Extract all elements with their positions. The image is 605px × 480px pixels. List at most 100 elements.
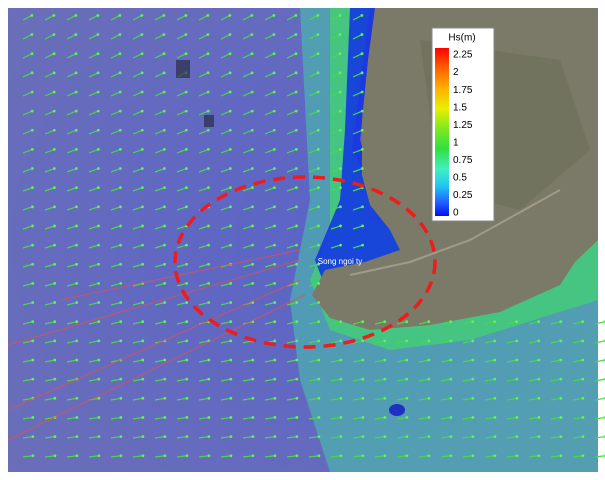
arrow-head xyxy=(119,397,122,400)
arrow-head xyxy=(31,167,34,170)
arrow-head xyxy=(449,397,452,400)
arrow-head xyxy=(339,359,342,362)
arrow-head xyxy=(295,33,298,36)
arrow-head xyxy=(75,397,78,400)
annotation: Song ngoi ty xyxy=(318,257,362,266)
arrow-head xyxy=(251,186,254,189)
arrow-head xyxy=(53,205,56,208)
arrow-head xyxy=(97,359,100,362)
arrow-head xyxy=(207,167,210,170)
arrow-head xyxy=(53,244,56,247)
arrow-head xyxy=(295,148,298,151)
arrow-head xyxy=(53,110,56,113)
arrow-head xyxy=(119,71,122,74)
arrow-head xyxy=(361,52,364,55)
arrow-head xyxy=(76,454,79,457)
arrow-head xyxy=(295,244,298,247)
arrow-head xyxy=(163,52,166,55)
arrow-head xyxy=(361,110,364,113)
arrow-head xyxy=(273,52,276,55)
arrow-head xyxy=(383,359,386,362)
arrow-head xyxy=(185,397,188,400)
arrow-head xyxy=(75,244,78,247)
arrow-head xyxy=(141,205,144,208)
arrow-head xyxy=(207,148,210,151)
arrow-head xyxy=(141,129,144,132)
arrow-head xyxy=(207,263,210,266)
arrow-head xyxy=(252,454,255,457)
arrow-head xyxy=(163,320,166,323)
arrow-head xyxy=(97,282,100,285)
arrow-head xyxy=(317,359,320,362)
arrow-head xyxy=(141,91,144,94)
arrow-head xyxy=(163,244,166,247)
arrow-head xyxy=(207,33,210,36)
arrow-head xyxy=(142,454,145,457)
arrow-head xyxy=(338,14,341,17)
arrow-head xyxy=(97,148,100,151)
arrow-head xyxy=(119,33,122,36)
arrow-head xyxy=(229,167,232,170)
legend-tick-label: 1.5 xyxy=(453,102,467,113)
arrow-head xyxy=(97,110,100,113)
arrow-head xyxy=(141,435,144,438)
arrow-head xyxy=(53,397,56,400)
arrow-head xyxy=(229,186,232,189)
arrow-head xyxy=(339,378,342,381)
arrow-head xyxy=(559,416,562,419)
arrow-head xyxy=(273,244,276,247)
arrow-head xyxy=(317,225,320,228)
arrow-head xyxy=(383,378,386,381)
arrow-head xyxy=(31,225,34,228)
arrow-head xyxy=(493,339,496,342)
arrow-head xyxy=(229,110,232,113)
arrow-head xyxy=(229,33,232,36)
arrow-head xyxy=(97,320,100,323)
arrow-head xyxy=(75,339,78,342)
arrow-head xyxy=(118,14,121,17)
legend-tick-label: 0.25 xyxy=(453,190,473,201)
arrow-head xyxy=(75,416,78,419)
arrow-head xyxy=(405,397,408,400)
arrow-head xyxy=(75,359,78,362)
arrow-head xyxy=(383,416,386,419)
arrow-head xyxy=(581,416,584,419)
arrow-head xyxy=(361,205,364,208)
arrow-head xyxy=(273,416,276,419)
arrow-head xyxy=(427,397,430,400)
arrow-head xyxy=(251,416,254,419)
arrow-head xyxy=(295,301,298,304)
arrow-head xyxy=(185,148,188,151)
arrow-head xyxy=(361,244,364,247)
arrow-head xyxy=(119,416,122,419)
arrow-head xyxy=(163,33,166,36)
arrow-head xyxy=(185,301,188,304)
arrow-head xyxy=(53,282,56,285)
arrow-head xyxy=(229,129,232,132)
arrow-head xyxy=(141,225,144,228)
arrow-head xyxy=(185,378,188,381)
arrow-head xyxy=(559,397,562,400)
arrow-head xyxy=(581,397,584,400)
arrow-head xyxy=(229,282,232,285)
arrow-head xyxy=(383,397,386,400)
arrow-head xyxy=(97,52,100,55)
arrow-head xyxy=(163,282,166,285)
arrow-head xyxy=(141,52,144,55)
arrow-head xyxy=(97,91,100,94)
arrow-head xyxy=(405,378,408,381)
arrow-head xyxy=(273,110,276,113)
arrow-head xyxy=(361,225,364,228)
arrow-head xyxy=(162,14,165,17)
arrow-head xyxy=(207,435,210,438)
arrow-head xyxy=(75,225,78,228)
legend-tick-label: 1 xyxy=(453,137,459,148)
arrow-head xyxy=(251,205,254,208)
arrow-head xyxy=(384,454,387,457)
arrow-head xyxy=(119,339,122,342)
arrow-head xyxy=(537,339,540,342)
arrow-head xyxy=(163,397,166,400)
arrow-head xyxy=(207,186,210,189)
arrow-head xyxy=(185,110,188,113)
arrow-head xyxy=(31,129,34,132)
